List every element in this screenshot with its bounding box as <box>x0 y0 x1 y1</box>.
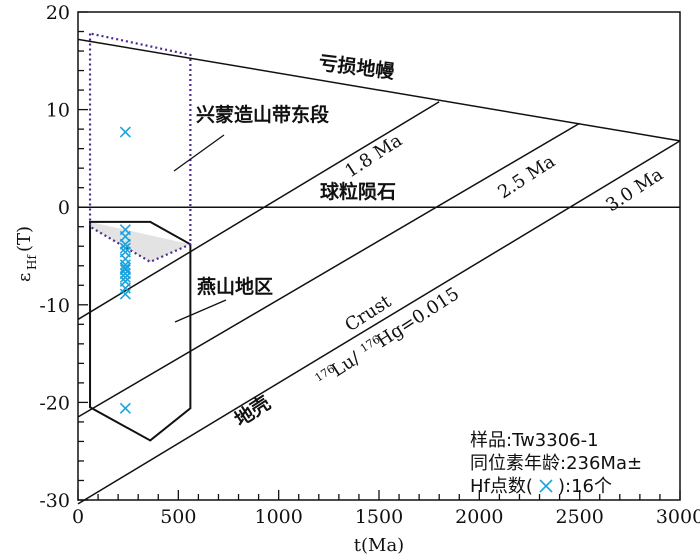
data-point <box>119 242 131 254</box>
y-tick-label: 10 <box>46 100 70 122</box>
y-axis-title-tail: (T) <box>14 226 35 252</box>
y-tick-label: 20 <box>46 2 70 24</box>
data-point <box>119 126 131 138</box>
legend-point-symbol <box>539 479 553 493</box>
x-tick-label: 1500 <box>355 506 403 528</box>
x-tick-label: 1000 <box>254 506 302 528</box>
axis-ticks <box>77 11 681 501</box>
data-point <box>119 230 131 243</box>
reference-line <box>77 38 681 142</box>
regions <box>88 32 192 442</box>
x-tick-label: 3000 <box>656 506 700 528</box>
legend-age: 同位素年龄:236Ma± <box>470 453 642 474</box>
yanshan-region <box>89 220 192 442</box>
legend-cross <box>539 479 553 493</box>
x-axis-title: t(Ma) <box>354 535 404 556</box>
data-points <box>119 126 131 414</box>
lu-hf-mid1: Lu/ <box>328 347 365 381</box>
xingmeng-label: 兴蒙造山带东段 <box>196 103 330 126</box>
y-axis-title: ε Hf (T) <box>14 226 39 282</box>
yanshan-leader <box>174 299 227 323</box>
y-tick-label: 0 <box>58 197 70 219</box>
data-point <box>119 402 131 414</box>
data-point <box>119 238 131 250</box>
ma25-label: 2.5 Ma <box>494 151 559 203</box>
yanshan-label: 燕山地区 <box>197 275 273 298</box>
xingmeng-leader <box>173 134 225 172</box>
x-tick-labels: 0 500 1000 1500 2000 2500 3000 <box>72 506 700 528</box>
data-point <box>119 262 131 274</box>
data-point <box>119 253 131 265</box>
x-tick-label: 2500 <box>555 506 603 528</box>
y-tick-labels: 20 10 0 -10 -20 -30 <box>39 2 70 512</box>
chondrite-label: 球粒陨石 <box>320 180 396 203</box>
xingmeng-region <box>88 32 192 264</box>
y-tick-label: -10 <box>39 295 70 317</box>
x-tick-label: 0 <box>72 506 84 528</box>
reference-lines <box>77 38 681 505</box>
depleted-mantle-label: 亏损地幔 <box>317 51 396 83</box>
crust-cn-label: 地壳 <box>230 391 274 431</box>
x-tick-label: 500 <box>160 506 196 528</box>
ma30-label: 3.0 Ma <box>602 164 667 216</box>
legend-hf-prefix: Hf点数( <box>470 476 533 497</box>
y-tick-label: -20 <box>39 392 70 414</box>
data-point <box>119 259 131 271</box>
data-point <box>119 264 131 276</box>
y-axis-title-main: ε <box>14 273 35 282</box>
y-axis-title-sub: Hf <box>25 254 39 270</box>
ma18-label: 1.8 Ma <box>341 130 406 182</box>
data-point <box>119 288 131 300</box>
legend-sample: 样品:Tw3306-1 <box>470 430 599 451</box>
legend-hf-count: Hf点数( ):16个 <box>470 476 612 497</box>
y-tick-label: -30 <box>39 490 70 512</box>
reference-line <box>77 122 581 418</box>
legend-hf-suffix: ):16个 <box>558 476 612 497</box>
reference-line <box>77 140 681 505</box>
x-tick-label: 2000 <box>455 506 503 528</box>
reference-line <box>77 101 440 321</box>
data-point <box>119 271 131 284</box>
overlap-shade <box>90 221 191 262</box>
